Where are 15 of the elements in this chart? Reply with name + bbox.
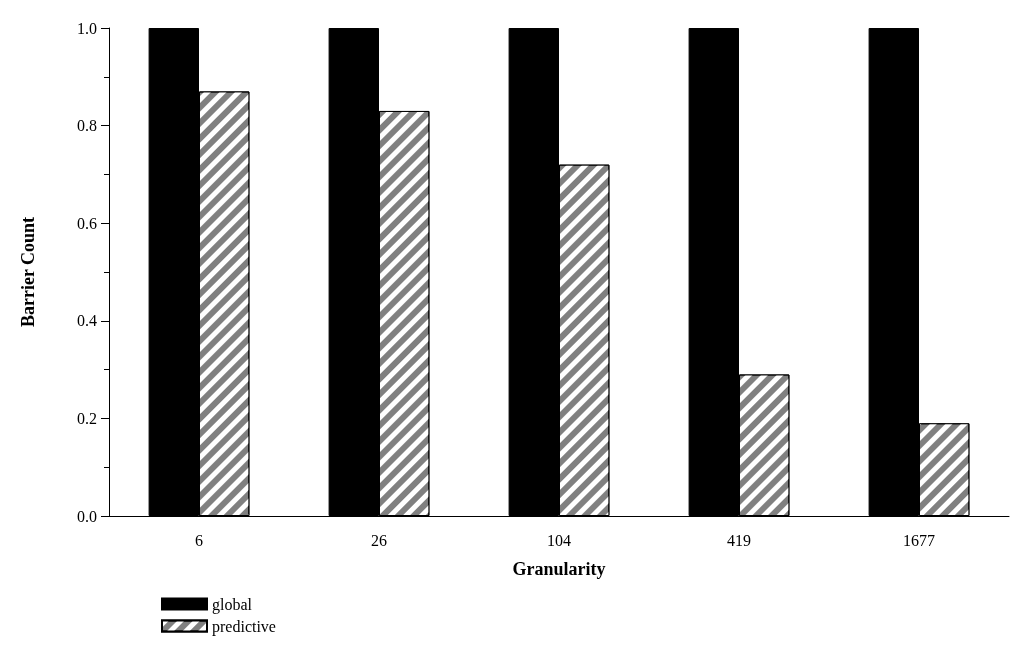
x-tick-label: 26: [371, 531, 387, 549]
y-tick-label: 0.2: [77, 409, 97, 427]
y-tick-label: 1.0: [77, 19, 97, 37]
y-tick-label: 0.4: [77, 312, 97, 330]
x-tick-label: 104: [547, 531, 571, 549]
y-tick-label: 0.0: [77, 507, 97, 525]
x-tick-label: 419: [727, 531, 751, 549]
x-axis-title: Granularity: [512, 559, 606, 579]
legend-label: global: [212, 595, 253, 614]
y-axis-title: Barrier Count: [18, 216, 38, 328]
legend-label: predictive: [212, 617, 276, 636]
x-tick-label: 6: [195, 531, 203, 549]
y-tick-label: 0.8: [77, 117, 97, 135]
x-tick-label: 1677: [903, 531, 935, 549]
y-tick-label: 0.6: [77, 214, 97, 232]
